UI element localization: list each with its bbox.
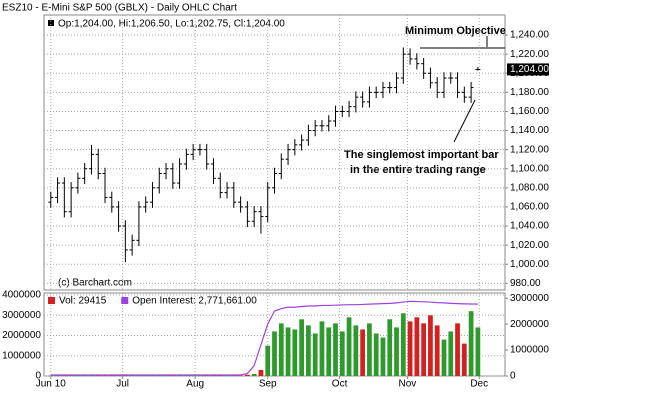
volume-bar — [461, 343, 467, 376]
y-tick-label: 0 — [35, 371, 41, 382]
volume-bar — [265, 345, 271, 376]
open-interest-line — [50, 300, 478, 376]
volume-bar — [258, 369, 264, 376]
annotation: in the entire trading range — [350, 164, 486, 176]
y2-tick-label: 2000000 — [510, 319, 549, 330]
x-tick-label: Sep — [259, 379, 277, 390]
volume-bar — [394, 327, 399, 376]
legend-label: Vol: 29415 — [59, 296, 107, 307]
volume-bar — [312, 333, 318, 376]
volume-bar — [272, 331, 277, 376]
volume-bar — [367, 323, 372, 376]
volume-bar — [319, 321, 325, 376]
volume-bar — [373, 333, 379, 376]
legend-label: Open Interest: 2,771,661.00 — [132, 296, 257, 307]
volume-bar — [333, 323, 338, 376]
y-tick-label: 1,120.00 — [510, 144, 549, 155]
y2-tick-label: 1000000 — [510, 345, 549, 356]
volume-bar — [278, 323, 284, 376]
last-price-label: 1,204.00 — [510, 64, 549, 75]
price-legend: Op:1,204.00, Hi:1,206.50, Lo:1,202.75, C… — [58, 19, 285, 30]
volume-bar — [285, 327, 291, 376]
annotation: The singlemost important bar — [344, 149, 499, 161]
volume-bar — [475, 327, 481, 376]
volume-bar — [251, 373, 257, 376]
copyright: (c) Barchart.com — [58, 278, 132, 289]
x-tick-label: Nov — [398, 379, 416, 390]
y2-tick-label: 0 — [510, 371, 516, 382]
volume-bar — [339, 331, 345, 376]
volume-bar — [353, 325, 359, 376]
volume-bar — [414, 317, 420, 376]
annotation: Minimum Objective — [405, 25, 506, 37]
annotation-arrow — [453, 99, 476, 143]
legend-swatch — [48, 20, 54, 26]
y-tick-label: 1,220.00 — [510, 49, 549, 60]
volume-bar — [306, 325, 311, 376]
y-tick-label: 3000000 — [2, 310, 41, 321]
last-price-tag — [507, 63, 549, 76]
volume-bar — [387, 319, 393, 376]
volume-bar — [421, 323, 427, 376]
y-tick-label: 1,180.00 — [510, 87, 549, 98]
y-tick-label: 1,080.00 — [510, 182, 549, 193]
y-tick-label: 1,140.00 — [510, 125, 549, 136]
x-tick-label: Dec — [470, 379, 488, 390]
chart-title: ESZ10 - E-Mini S&P 500 (GBLX) - Daily OH… — [2, 3, 237, 14]
y-tick-label: 1,060.00 — [510, 202, 549, 213]
volume-bar — [455, 323, 460, 376]
volume-bar — [299, 319, 304, 376]
volume-bar — [245, 374, 250, 376]
volume-bar — [434, 325, 440, 376]
volume-bar — [326, 327, 332, 376]
y-tick-label: 980.00 — [510, 278, 541, 289]
legend-swatch — [121, 297, 129, 304]
y-tick-label: 2000000 — [2, 330, 41, 341]
y-tick-label: 1,100.00 — [510, 163, 549, 174]
x-tick-label: Jun 10 — [36, 379, 66, 390]
y-tick-label: 4000000 — [2, 290, 41, 301]
x-tick-label: Oct — [332, 379, 348, 390]
volume-bar — [428, 315, 433, 376]
x-tick-label: Aug — [186, 379, 204, 390]
volume-bar — [441, 339, 447, 376]
volume-bar — [360, 329, 366, 376]
y-tick-label: 1,020.00 — [510, 240, 549, 251]
y-tick-label: 1000000 — [2, 350, 41, 361]
volume-bar — [407, 321, 413, 376]
volume-bar — [346, 317, 352, 376]
volume-bar — [400, 313, 406, 376]
legend-swatch — [48, 297, 55, 304]
volume-bar — [380, 337, 386, 376]
y2-tick-label: 3000000 — [510, 293, 549, 304]
volume-bar — [448, 331, 454, 376]
price-frame — [43, 14, 506, 291]
y-tick-label: 1,160.00 — [510, 106, 549, 117]
volume-bar — [468, 311, 474, 376]
y-tick-label: 1,240.00 — [510, 30, 549, 41]
y-tick-label: 1,000.00 — [510, 259, 549, 270]
x-tick-label: Jul — [116, 379, 129, 390]
volume-bar — [292, 329, 298, 376]
y-tick-label: 1,040.00 — [510, 221, 549, 232]
